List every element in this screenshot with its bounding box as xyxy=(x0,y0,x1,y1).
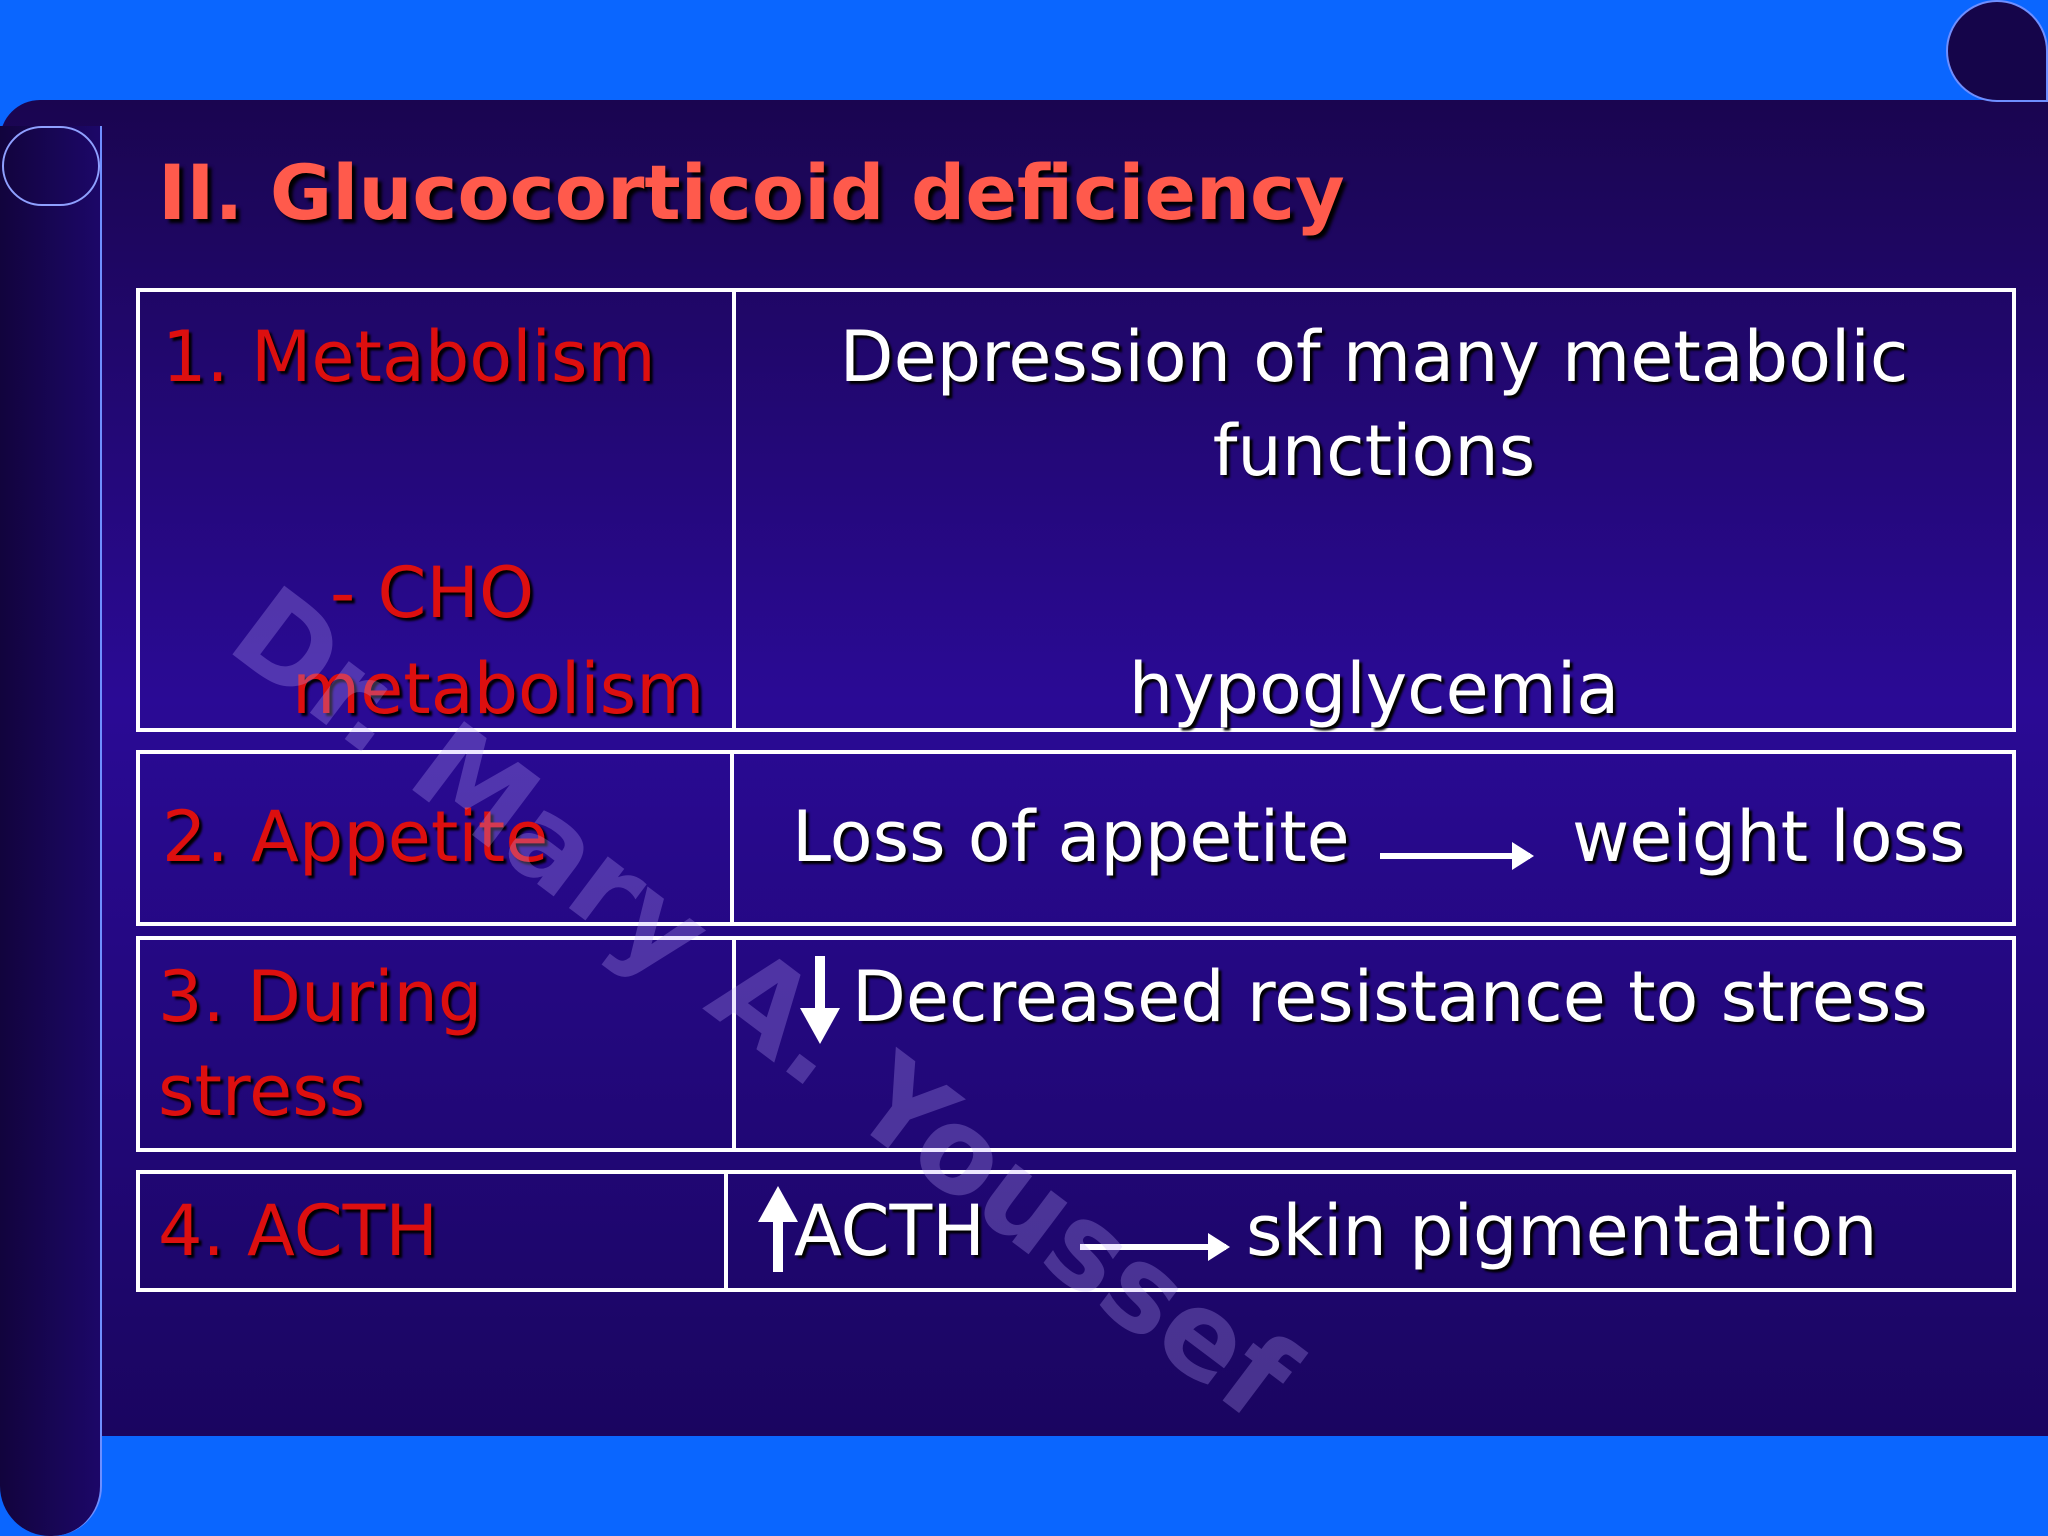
arrow-right-icon xyxy=(1380,842,1534,870)
row-label: 2. Appetite xyxy=(162,796,549,878)
row-label: 1. Metabolism xyxy=(162,316,656,398)
table-row-metabolism: 1. Metabolism - CHO metabolism Depressio… xyxy=(136,288,2016,732)
effect-cause: ACTH xyxy=(794,1190,985,1272)
effect-text: Depression of many metabolic xyxy=(839,316,1909,398)
row-effect-cell: Depression of many metabolic functions h… xyxy=(736,292,2012,730)
arrow-right-icon xyxy=(1080,1233,1230,1261)
scroll-left-rod xyxy=(0,126,102,1536)
scroll-left-curl xyxy=(2,126,100,206)
effect-text: functions xyxy=(1212,410,1536,492)
row-effect-cell: Loss of appetite weight loss xyxy=(734,754,2012,922)
row-effect-cell: Decreased resistance to stress xyxy=(736,940,2012,1148)
scroll-panel xyxy=(0,100,2048,1436)
row-sublabel: metabolism xyxy=(292,648,705,730)
table-row-appetite: 2. Appetite Loss of appetite weight loss xyxy=(136,750,2016,926)
slide-title: II. Glucocorticoid deficiency xyxy=(158,148,1345,237)
row-sublabel: - CHO xyxy=(330,552,535,634)
row-label-cell: 3. During stress xyxy=(140,940,736,1148)
effect-cause: Loss of appetite xyxy=(792,796,1350,878)
row-label-cell: 1. Metabolism - CHO metabolism xyxy=(140,292,736,730)
arrow-down-icon xyxy=(800,956,840,1044)
row-label-cell: 4. ACTH xyxy=(140,1174,728,1288)
scroll-bottom-band xyxy=(102,1436,2048,1536)
row-label-cell: 2. Appetite xyxy=(140,754,734,922)
row-label: stress xyxy=(158,1050,366,1132)
arrow-up-icon xyxy=(758,1186,798,1272)
effect-text: Decreased resistance to stress xyxy=(852,956,1928,1038)
row-label: 4. ACTH xyxy=(158,1190,438,1272)
effect-text: hypoglycemia xyxy=(1128,648,1620,730)
row-effect-cell: ACTH skin pigmentation xyxy=(728,1174,2012,1288)
row-label: 3. During xyxy=(158,956,483,1038)
effect-result: skin pigmentation xyxy=(1246,1190,1878,1272)
effect-result: weight loss xyxy=(1572,796,1966,878)
table-row-acth: 4. ACTH ACTH skin pigmentation xyxy=(136,1170,2016,1292)
table-row-stress: 3. During stress Decreased resistance to… xyxy=(136,936,2016,1152)
scroll-top-curl xyxy=(1946,0,2048,102)
